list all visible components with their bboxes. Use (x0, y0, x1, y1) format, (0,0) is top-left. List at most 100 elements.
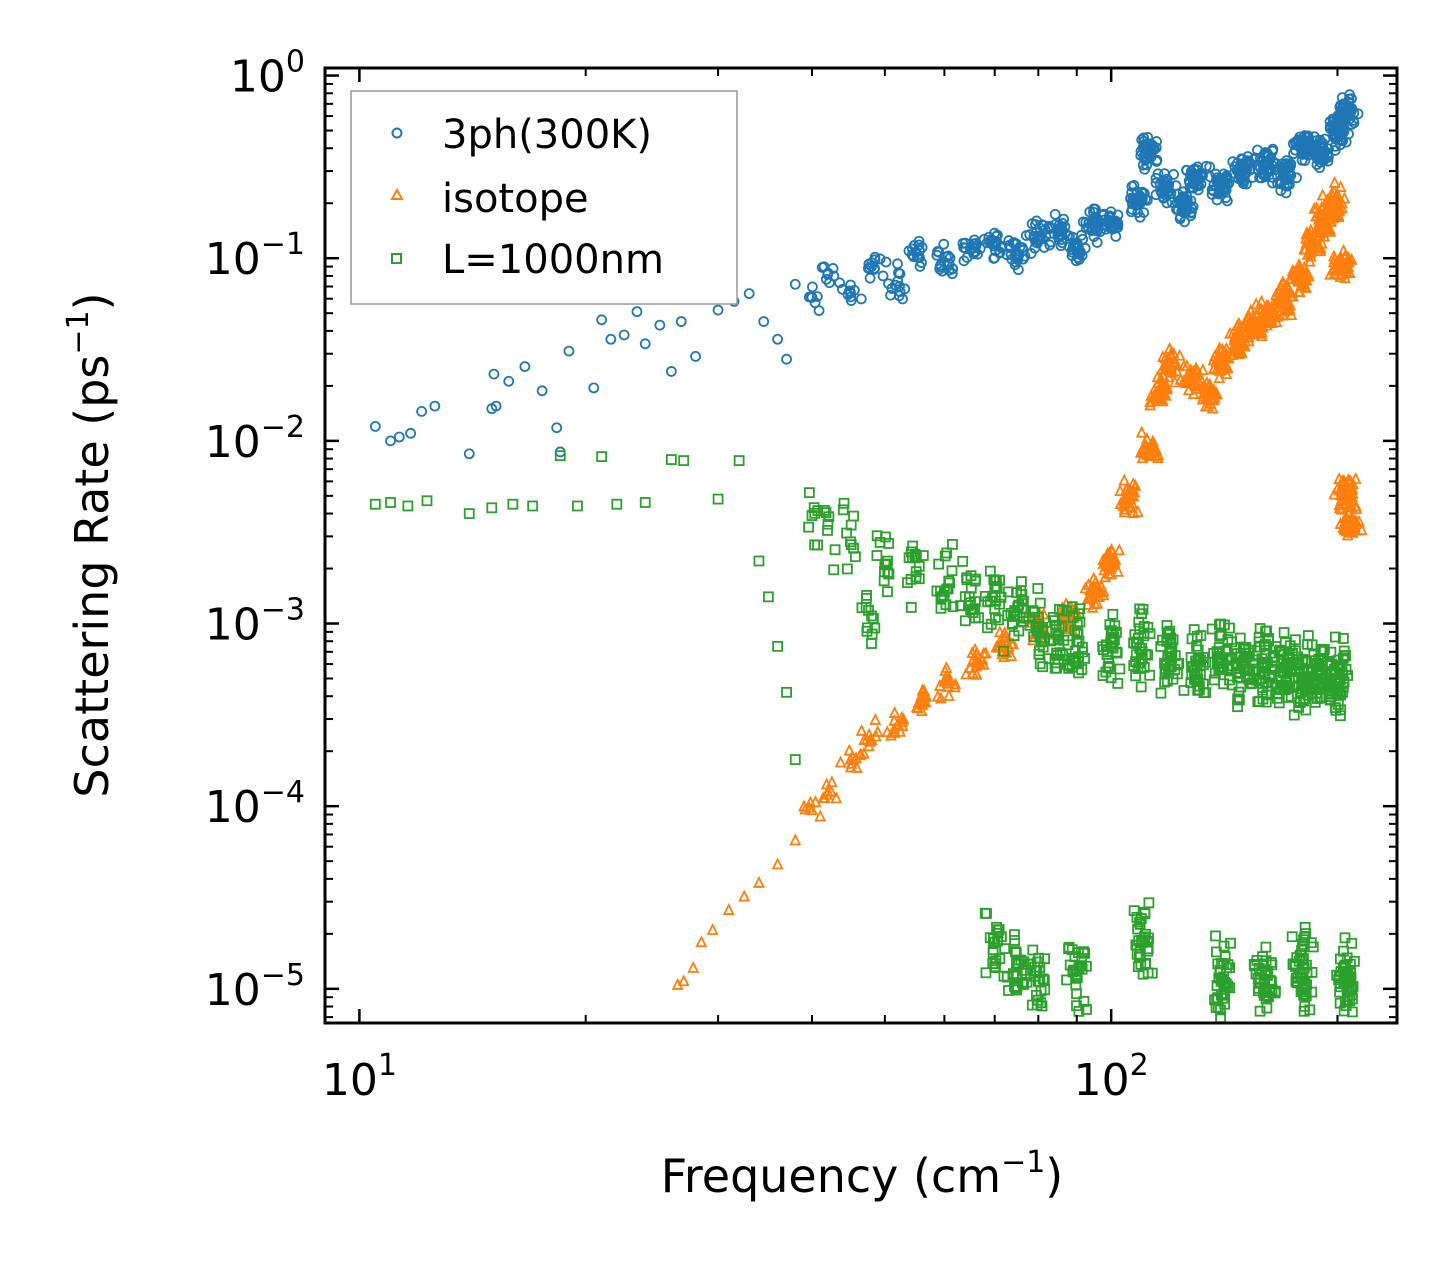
point-boundary (1027, 605, 1039, 617)
point-isotope (1227, 340, 1240, 353)
point-boundary (837, 504, 849, 516)
point-3ph (1339, 112, 1351, 124)
point-3ph (946, 268, 958, 280)
point-boundary (1300, 928, 1312, 939)
point-3ph (845, 295, 857, 306)
point-isotope (1350, 502, 1363, 515)
point-3ph (1280, 187, 1292, 199)
point-boundary (1162, 628, 1174, 639)
point-isotope (1349, 523, 1362, 536)
point-boundary (866, 638, 877, 649)
point-3ph (1238, 178, 1249, 189)
point-isotope (1316, 188, 1329, 201)
point-boundary (841, 563, 853, 575)
point-boundary (1008, 630, 1020, 641)
point-3ph (631, 306, 643, 318)
point-3ph (978, 233, 990, 245)
point-boundary (1315, 643, 1327, 655)
point-3ph (1276, 158, 1288, 170)
point-boundary (1308, 649, 1320, 661)
point-boundary (1056, 620, 1068, 632)
point-boundary (1144, 669, 1156, 681)
point-boundary (421, 495, 433, 507)
point-boundary (848, 510, 859, 522)
point-3ph (935, 259, 947, 271)
point-3ph (1249, 152, 1261, 164)
point-isotope (1343, 489, 1356, 502)
point-3ph (863, 258, 875, 270)
point-isotope (845, 756, 858, 769)
point-boundary (1131, 911, 1143, 923)
point-boundary (1139, 931, 1150, 943)
point-boundary (1293, 680, 1305, 692)
point-boundary (941, 547, 953, 559)
point-3ph (1155, 185, 1167, 196)
point-3ph (490, 400, 502, 412)
point-3ph (639, 338, 651, 350)
point-boundary (527, 500, 539, 512)
point-3ph (1014, 241, 1026, 253)
point-boundary (1161, 635, 1173, 647)
y-tick-label: 10−1 (205, 227, 305, 285)
point-isotope (916, 683, 929, 696)
point-boundary (874, 537, 886, 548)
point-isotope (1207, 393, 1220, 406)
point-isotope (916, 698, 929, 710)
point-3ph (1208, 179, 1220, 190)
point-boundary (1024, 619, 1036, 631)
y-tick-label: 10−3 (205, 593, 305, 651)
point-boundary (818, 504, 830, 516)
point-3ph (897, 293, 908, 305)
point-3ph (827, 263, 839, 274)
point-3ph (913, 235, 925, 247)
point-isotope (1340, 265, 1353, 278)
point-3ph (958, 255, 970, 267)
point-boundary (1002, 586, 1014, 598)
point-boundary (1310, 659, 1322, 671)
point-isotope (771, 857, 784, 870)
point-boundary (1224, 622, 1235, 634)
point-isotope (1307, 235, 1320, 248)
point-isotope (855, 723, 868, 736)
point-3ph (1028, 233, 1040, 244)
point-isotope (1177, 359, 1190, 372)
point-boundary (803, 487, 815, 499)
point-isotope (1104, 550, 1117, 563)
point-boundary (1299, 921, 1311, 933)
point-isotope (1196, 363, 1209, 376)
point-3ph (894, 268, 906, 280)
point-boundary (1299, 656, 1311, 667)
point-3ph (1183, 175, 1195, 187)
point-isotope (1342, 472, 1355, 485)
point-3ph (1083, 217, 1095, 229)
point-3ph (1058, 213, 1070, 225)
point-isotope (1342, 513, 1355, 526)
point-boundary (980, 967, 992, 979)
point-isotope (1087, 571, 1100, 584)
point-isotope (1112, 564, 1125, 577)
point-3ph (1112, 219, 1124, 231)
point-boundary (1346, 1006, 1358, 1018)
point-isotope (814, 809, 827, 822)
point-isotope (1081, 597, 1094, 610)
point-boundary (1232, 701, 1243, 713)
point-isotope (857, 746, 870, 759)
legend-marker-3ph (391, 127, 403, 139)
point-3ph (807, 281, 818, 293)
point-boundary (1234, 632, 1246, 644)
point-boundary (1032, 583, 1044, 594)
point-boundary (1074, 616, 1086, 628)
point-boundary (863, 604, 874, 616)
point-isotope (825, 775, 838, 788)
point-3ph (877, 270, 889, 282)
point-boundary (1128, 905, 1140, 917)
point-3ph (1329, 145, 1341, 156)
point-3ph (385, 435, 396, 447)
point-3ph (811, 291, 823, 302)
point-boundary (959, 615, 971, 627)
y-tick-label: 10−4 (205, 775, 305, 833)
point-boundary (822, 518, 834, 530)
point-boundary (1248, 959, 1260, 970)
point-boundary (1135, 959, 1147, 970)
